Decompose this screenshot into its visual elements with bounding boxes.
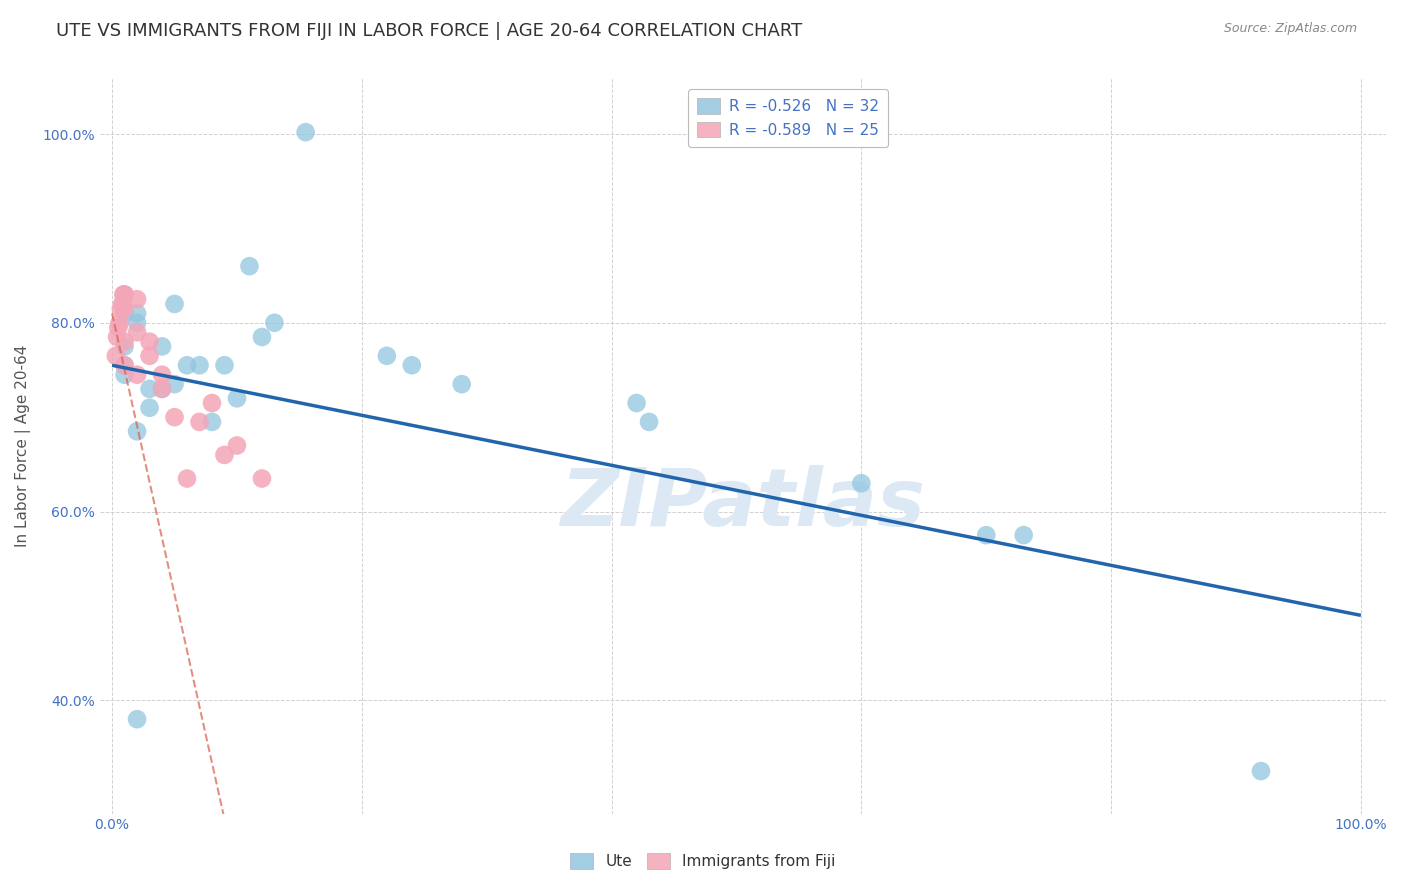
Point <box>125 325 148 339</box>
Point <box>163 377 186 392</box>
Point <box>214 358 236 372</box>
Point <box>114 339 136 353</box>
Y-axis label: In Labor Force | Age 20-64: In Labor Force | Age 20-64 <box>15 344 31 547</box>
Point <box>188 415 211 429</box>
Point <box>176 471 198 485</box>
Point <box>138 349 160 363</box>
Legend: R = -0.526   N = 32, R = -0.589   N = 25: R = -0.526 N = 32, R = -0.589 N = 25 <box>688 89 889 146</box>
Point <box>108 316 131 330</box>
Point <box>150 339 173 353</box>
Point <box>974 528 997 542</box>
Point <box>214 448 236 462</box>
Point <box>226 438 249 452</box>
Point <box>107 320 129 334</box>
Point <box>114 358 136 372</box>
Point <box>138 382 160 396</box>
Point <box>201 415 224 429</box>
Text: ZIPatlas: ZIPatlas <box>560 466 925 543</box>
Point <box>112 287 135 301</box>
Point <box>401 358 423 372</box>
Point <box>294 125 316 139</box>
Point <box>114 287 136 301</box>
Point <box>138 334 160 349</box>
Point <box>125 425 148 439</box>
Point <box>851 476 873 491</box>
Point <box>263 316 285 330</box>
Point <box>150 368 173 382</box>
Legend: Ute, Immigrants from Fiji: Ute, Immigrants from Fiji <box>564 847 842 875</box>
Point <box>1012 528 1035 542</box>
Point <box>250 471 273 485</box>
Point <box>150 382 173 396</box>
Text: UTE VS IMMIGRANTS FROM FIJI IN LABOR FORCE | AGE 20-64 CORRELATION CHART: UTE VS IMMIGRANTS FROM FIJI IN LABOR FOR… <box>56 22 803 40</box>
Point <box>163 297 186 311</box>
Point <box>176 358 198 372</box>
Point <box>114 368 136 382</box>
Point <box>450 377 472 392</box>
Point <box>201 396 224 410</box>
Point <box>188 358 211 372</box>
Point <box>163 410 186 425</box>
Point <box>138 401 160 415</box>
Point <box>226 392 249 406</box>
Point <box>114 334 136 349</box>
Point <box>114 287 136 301</box>
Point <box>125 306 148 320</box>
Point <box>105 330 128 344</box>
Point <box>111 297 134 311</box>
Point <box>250 330 273 344</box>
Point <box>125 368 148 382</box>
Point <box>125 292 148 306</box>
Point <box>125 316 148 330</box>
Point <box>114 358 136 372</box>
Point <box>114 306 136 320</box>
Point <box>375 349 398 363</box>
Text: Source: ZipAtlas.com: Source: ZipAtlas.com <box>1223 22 1357 36</box>
Point <box>238 259 260 273</box>
Point <box>114 301 136 316</box>
Point <box>110 301 132 316</box>
Point <box>1250 764 1272 778</box>
Point <box>150 382 173 396</box>
Point <box>125 712 148 726</box>
Point <box>104 349 127 363</box>
Point <box>626 396 648 410</box>
Point <box>638 415 661 429</box>
